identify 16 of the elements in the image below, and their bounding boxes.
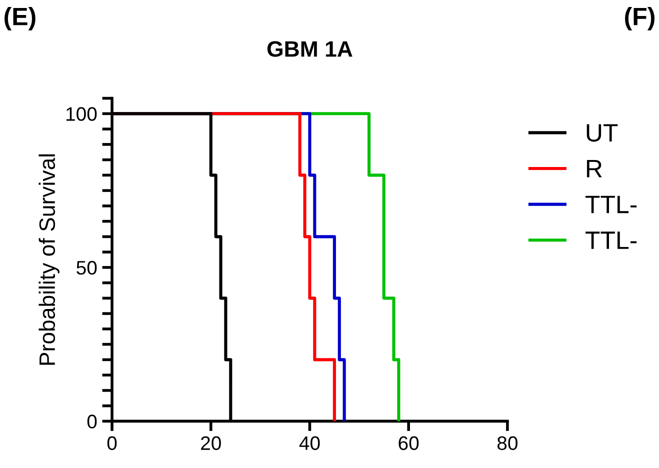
x-tick-label: 0 — [107, 436, 117, 450]
text: (E) — [4, 7, 36, 30]
chart-title: GBM 1A — [267, 41, 352, 57]
x-tick-label: 40 — [299, 436, 320, 450]
text: (F) — [625, 7, 654, 30]
y-tick-label: 100 — [66, 107, 97, 121]
x-tick-label: 80 — [497, 436, 518, 450]
y-tick-label: 0 — [87, 414, 97, 428]
y-tick-label: 50 — [76, 260, 97, 275]
legend-label: TTL- — [585, 232, 637, 249]
y-axis-title: Probability of Survival — [38, 154, 60, 365]
legend-label: R — [586, 160, 602, 178]
legend-label: TTL- — [585, 196, 637, 214]
x-tick-label: 20 — [201, 436, 221, 450]
x-tick-label: 60 — [398, 436, 419, 450]
legend-label: UT — [586, 124, 618, 142]
